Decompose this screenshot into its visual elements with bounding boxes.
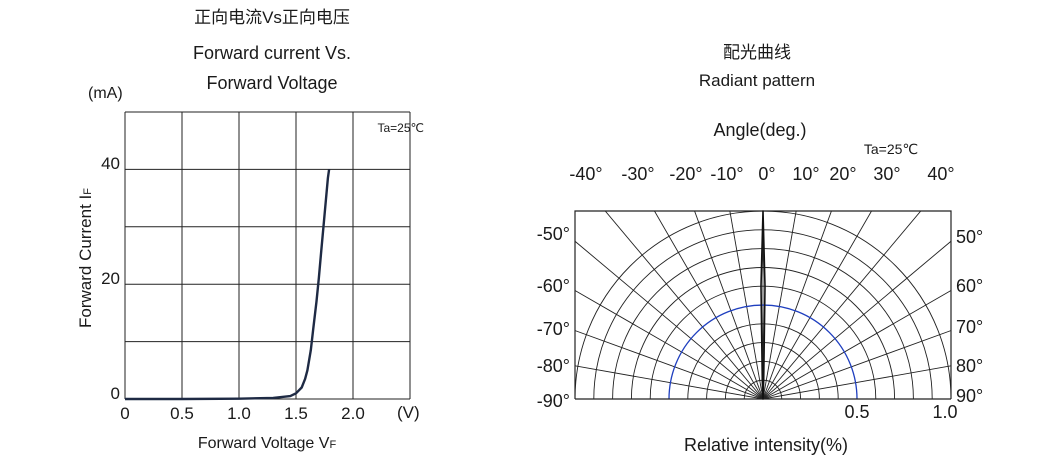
rad-top-angle: -40°	[569, 164, 603, 184]
iv-annotation: Ta=25℃	[377, 121, 424, 135]
iv-curve	[125, 169, 331, 401]
rad-grid	[575, 211, 951, 399]
iv-title-cn: 正向电流Vs正向电压	[194, 8, 350, 27]
rad-circle	[630, 266, 896, 399]
iv-y-unit: (mA)	[88, 85, 123, 102]
iv-x-tick: 2.0	[341, 404, 365, 423]
rad-left-angle: -60°	[536, 276, 570, 296]
rad-lobe	[760, 210, 766, 400]
rad-right-angle: 50°	[956, 227, 984, 247]
rad-circle	[724, 360, 802, 399]
rad-circle	[649, 285, 877, 399]
rad-circle	[612, 248, 914, 399]
rad-top-angle: -30°	[621, 164, 655, 184]
iv-y-tick: 0	[110, 384, 120, 403]
rad-top-angle: 0°	[758, 164, 776, 184]
rad-right-angle: 60°	[956, 276, 984, 296]
rad-radius-label: 1.0	[932, 402, 958, 422]
rad-x-label: Relative intensity(%)	[683, 435, 849, 455]
rad-radial-line	[762, 330, 951, 399]
rad-top-angle: -10°	[710, 164, 744, 184]
iv-title-line2: Forward Voltage	[206, 73, 338, 93]
rad-circle	[575, 211, 951, 399]
rad-right-angle: 70°	[956, 317, 984, 337]
iv-x-tick: 0.5	[170, 404, 194, 423]
rad-right-angle: 90°	[956, 386, 984, 406]
rad-left-angle: -80°	[536, 356, 570, 376]
iv-y-tick: 40	[101, 154, 120, 174]
iv-x-tick: 0	[120, 404, 130, 423]
rad-circle	[706, 342, 820, 399]
iv-x-label-sub: F	[329, 439, 337, 451]
rad-angle-label: Angle(deg.)	[713, 120, 807, 140]
rad-left-angle: -50°	[536, 224, 570, 244]
iv-x-label: Forward Voltage VF	[198, 436, 336, 452]
rad-top-angle: 20°	[829, 164, 857, 184]
rad-top-angle: -20°	[669, 164, 703, 184]
rad-title-cn: 配光曲线	[723, 43, 791, 62]
iv-title-line1: Forward current Vs.	[192, 43, 352, 63]
iv-x-tick: 1.0	[227, 404, 251, 423]
iv-x-tick: 1.5	[284, 404, 308, 423]
rad-circle	[687, 323, 839, 399]
rad-radius-label: 0.5	[844, 402, 870, 422]
rad-top-angle: 10°	[792, 164, 820, 184]
rad-radial-line	[762, 289, 951, 399]
rad-title-en: Radiant pattern	[698, 71, 816, 90]
rad-left-angle: -90°	[536, 391, 570, 411]
rad-annotation: Ta=25℃	[863, 141, 919, 157]
rad-top-angle: 40°	[927, 164, 955, 184]
iv-y-tick: 20	[101, 269, 120, 289]
rad-left-angle: -70°	[536, 319, 570, 339]
iv-x-unit: (V)	[397, 403, 420, 422]
rad-radial-line	[762, 365, 951, 399]
rad-top-angle: 30°	[873, 164, 901, 184]
rad-right-angle: 80°	[956, 356, 984, 376]
rad-highlight-circle	[668, 304, 858, 399]
iv-x-label-text: Forward Voltage V	[197, 435, 330, 452]
